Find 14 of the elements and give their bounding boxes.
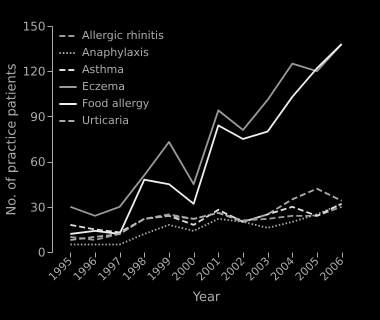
y-tick-label: 120 — [22, 64, 46, 79]
legend-label: Eczema — [82, 80, 125, 93]
legend-label: Food allergy — [82, 97, 150, 110]
legend-label: Urticaria — [82, 114, 130, 127]
y-tick-label: 150 — [22, 20, 46, 34]
y-tick-label: 0 — [38, 246, 46, 260]
legend-label: Anaphylaxis — [82, 46, 150, 59]
y-tick-label: 30 — [30, 200, 46, 214]
y-tick-label: 90 — [30, 110, 46, 124]
x-axis-title: Year — [192, 290, 221, 305]
y-axis-title: No. of practice patients — [4, 63, 20, 216]
legend-label: Allergic rhinitis — [82, 29, 164, 42]
legend-label: Asthma — [82, 63, 124, 76]
y-tick-label: 60 — [30, 155, 46, 170]
